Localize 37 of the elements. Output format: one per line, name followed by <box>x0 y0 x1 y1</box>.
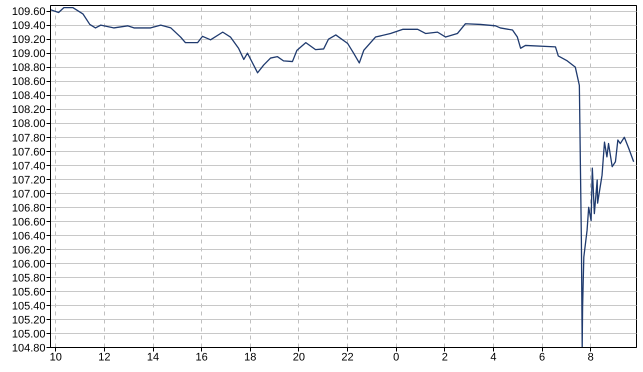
y-tick-label: 109.00 <box>12 48 46 60</box>
y-tick-label: 108.60 <box>12 76 46 88</box>
y-tick-label: 105.20 <box>12 314 46 326</box>
x-tick-label: 10 <box>50 352 62 364</box>
x-tick-label: 2 <box>442 352 448 364</box>
y-tick-label: 107.20 <box>12 174 46 186</box>
y-tick-label: 108.20 <box>12 104 46 116</box>
y-tick-label: 109.40 <box>12 20 46 32</box>
y-tick-label: 106.00 <box>12 258 46 270</box>
x-tick-label: 0 <box>393 352 400 364</box>
x-tick-label: 14 <box>146 352 160 364</box>
x-tick-label: 18 <box>244 352 256 364</box>
y-tick-label: 108.40 <box>12 90 46 102</box>
x-tick-label: 22 <box>341 352 354 364</box>
y-tick-label: 107.60 <box>12 146 46 158</box>
y-tick-label: 107.00 <box>12 188 46 200</box>
x-tick-label: 8 <box>588 352 594 364</box>
y-tick-label: 105.80 <box>12 272 46 284</box>
y-tick-label: 107.40 <box>12 160 46 172</box>
y-tick-label: 105.00 <box>12 328 46 340</box>
y-tick-label: 106.40 <box>12 230 46 242</box>
y-tick-label: 106.60 <box>12 216 46 228</box>
y-tick-label: 108.80 <box>12 62 46 74</box>
x-tick-label: 16 <box>196 352 208 364</box>
y-tick-label: 109.20 <box>12 34 46 46</box>
y-tick-label: 105.40 <box>12 300 46 312</box>
x-tick-label: 6 <box>539 352 546 364</box>
y-tick-label: 107.80 <box>12 132 46 144</box>
y-tick-label: 106.20 <box>12 244 46 256</box>
y-tick-label: 108.00 <box>12 118 46 130</box>
y-tick-label: 106.80 <box>12 202 46 214</box>
x-tick-label: 12 <box>98 352 111 364</box>
x-tick-label: 20 <box>292 352 306 364</box>
x-tick-label: 4 <box>490 352 497 364</box>
y-tick-label: 109.60 <box>12 6 46 18</box>
y-tick-label: 104.80 <box>12 342 46 354</box>
y-tick-label: 105.60 <box>12 286 46 298</box>
